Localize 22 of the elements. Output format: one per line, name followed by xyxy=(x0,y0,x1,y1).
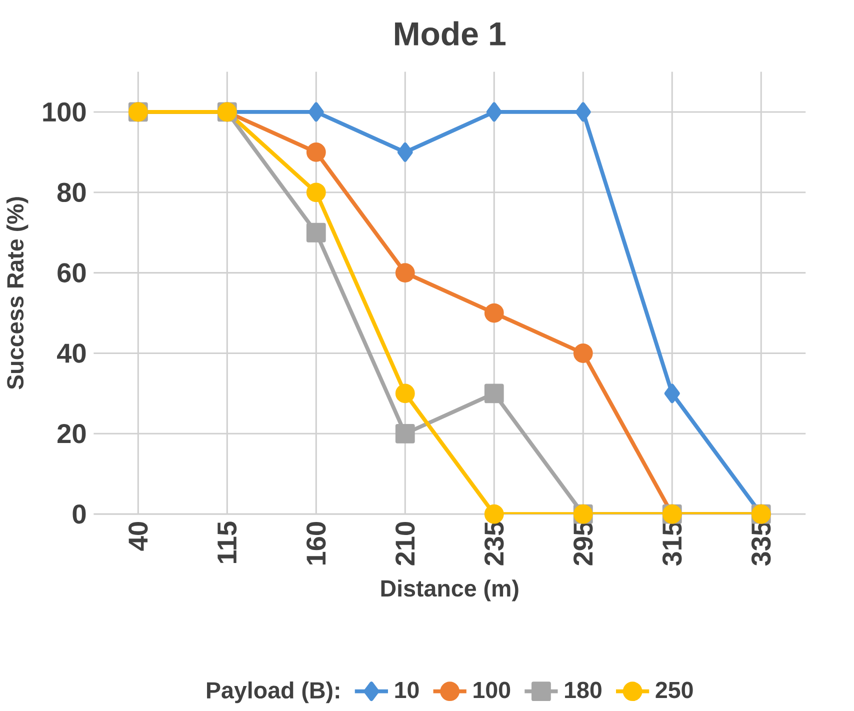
legend-label: 10 xyxy=(395,682,419,698)
chart-title: Mode 1 xyxy=(395,21,506,46)
y-tick-label: 80 xyxy=(57,182,86,202)
legend-label: 100 xyxy=(474,682,510,698)
x-tick-label: 40 xyxy=(128,522,148,551)
x-tick-label: 210 xyxy=(396,522,415,566)
y-tick-label: 60 xyxy=(58,263,86,282)
x-tick-label: 160 xyxy=(306,522,326,565)
y-tick-label: 20 xyxy=(58,424,86,444)
legend-title: Payload (B): xyxy=(207,681,340,704)
y-tick-label: 40 xyxy=(57,344,86,363)
y-tick-label: 0 xyxy=(72,504,86,524)
legend-label: 250 xyxy=(656,682,693,698)
x-tick-label: 335 xyxy=(751,522,771,566)
x-tick-label: 235 xyxy=(484,522,504,566)
x-tick-label: 115 xyxy=(218,522,237,564)
y-tick-label: 100 xyxy=(43,102,86,122)
legend-label: 180 xyxy=(565,682,602,698)
x-tick-label: 295 xyxy=(573,522,593,566)
x-tick-label: 315 xyxy=(662,522,682,566)
y-axis-title: Success Rate (%) xyxy=(6,197,28,390)
x-axis-title: Distance (m) xyxy=(381,580,518,602)
